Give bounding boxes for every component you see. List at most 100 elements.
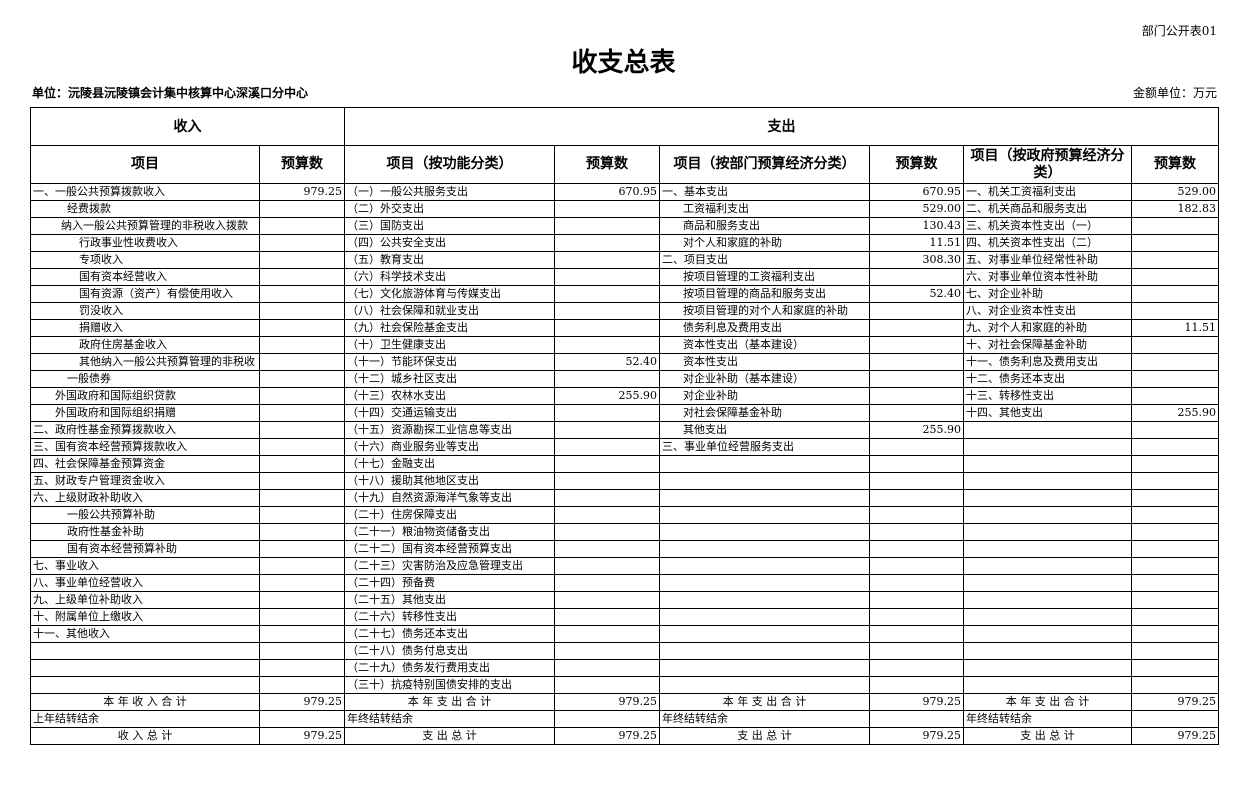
item-cell: （二十）住房保障支出 [344,506,555,524]
item-cell: （二十四）预备费 [344,574,555,592]
item-cell: （十三）农林水支出 [344,387,555,405]
item-cell: （十）卫生健康支出 [344,336,555,354]
item-cell: 三、机关资本性支出（一） [963,217,1132,235]
amount-cell [259,438,345,456]
item-cell: 七、对企业补助 [963,285,1132,303]
item-cell: 九、对个人和家庭的补助 [963,319,1132,337]
amount-cell [554,438,660,456]
amount-cell: 979.25 [1131,693,1219,711]
amount-cell [554,302,660,320]
amount-cell [554,472,660,490]
item-cell: 按项目管理的商品和服务支出 [659,285,870,303]
item-cell: 外国政府和国际组织贷款 [30,387,260,405]
amount-cell [259,370,345,388]
amount-cell [554,591,660,609]
amount-cell: 670.95 [554,183,660,201]
amount-cell [259,353,345,371]
amount-cell [554,557,660,575]
amount-cell [259,472,345,490]
item-cell: 二、项目支出 [659,251,870,269]
item-cell: （二十五）其他支出 [344,591,555,609]
amount-cell [259,659,345,677]
amount-cell [554,336,660,354]
item-cell: 其他纳入一般公共预算管理的非税收 [30,353,260,371]
item-cell: （二十八）债务付息支出 [344,642,555,660]
amount-cell [869,387,964,405]
item-cell [659,506,870,524]
item-cell [659,489,870,507]
item-cell [30,642,260,660]
amount-cell [869,302,964,320]
amount-cell [1131,336,1219,354]
amount-cell [259,710,345,728]
item-cell: 八、事业单位经营收入 [30,574,260,592]
item-cell: 一、基本支出 [659,183,870,201]
item-cell: （二十六）转移性支出 [344,608,555,626]
table-row: 八、事业单位经营收入 （二十四）预备费 [30,574,1219,592]
amount-cell [554,404,660,422]
amount-cell [554,608,660,626]
amount-cell [554,200,660,218]
amount-cell [869,336,964,354]
item-cell: 国有资本经营预算补助 [30,540,260,558]
amount-cell [554,370,660,388]
table-row: 一、一般公共预算拨款收入 979.25 （一）一般公共服务支出 670.95 一、基本支… [30,183,1219,201]
item-cell: （十五）资源勘探工业信息等支出 [344,421,555,439]
table-row: 十、附属单位上缴收入 （二十六）转移性支出 [30,608,1219,626]
amount-cell [554,642,660,660]
column-header: 项目（按部门预算经济分类） [659,145,870,184]
amount-cell [259,387,345,405]
group-row: 收入 支出 [30,107,1219,146]
table-row: （三十）抗疫特别国债安排的支出 [30,676,1219,694]
amount-cell [869,455,964,473]
item-cell [963,421,1132,439]
item-cell: （六）科学技术支出 [344,268,555,286]
amount-cell [1131,506,1219,524]
item-cell: 经费拨款 [30,200,260,218]
table-row: 一般公共预算补助 （二十）住房保障支出 [30,506,1219,524]
amount-cell [259,608,345,626]
item-cell: （二十七）债务还本支出 [344,625,555,643]
table-row: 十一、其他收入 （二十七）债务还本支出 [30,625,1219,643]
item-cell [30,676,260,694]
item-cell [963,540,1132,558]
amount-cell [554,523,660,541]
table-row: 七、事业收入 （二十三）灾害防治及应急管理支出 [30,557,1219,575]
table-row: 其他纳入一般公共预算管理的非税收 （十一）节能环保支出 52.40 资本性支出 十一、债… [30,353,1219,371]
amount-cell [869,608,964,626]
amount-cell [1131,676,1219,694]
item-cell: 年终结转结余 [344,710,555,728]
amount-cell: 529.00 [869,200,964,218]
item-cell: 七、事业收入 [30,557,260,575]
table-row: 一般债券 （十二）城乡社区支出 对企业补助（基本建设） 十二、债务还本支出 [30,370,1219,388]
amount-cell [869,523,964,541]
amount-cell [869,353,964,371]
item-cell: 支 出 总 计 [344,727,555,745]
amount-cell: 255.90 [1131,404,1219,422]
amount-cell [1131,642,1219,660]
table-row: （二十九）债务发行费用支出 [30,659,1219,677]
amount-cell [554,574,660,592]
item-cell: 三、事业单位经营服务支出 [659,438,870,456]
amount-cell [259,574,345,592]
amount-cell [1131,540,1219,558]
amount-cell [554,659,660,677]
item-cell: （十一）节能环保支出 [344,353,555,371]
amount-cell [1131,557,1219,575]
item-cell: （十四）交通运输支出 [344,404,555,422]
item-cell: 十四、其他支出 [963,404,1132,422]
item-cell: （一）一般公共服务支出 [344,183,555,201]
amount-cell [554,625,660,643]
item-cell: （二十三）灾害防治及应急管理支出 [344,557,555,575]
item-cell: （二十二）国有资本经营预算支出 [344,540,555,558]
amount-cell [869,659,964,677]
summary-row: 收 入 总 计 979.25 支 出 总 计 979.25 支 出 总 计 979.25 支… [30,727,1219,745]
item-cell [659,472,870,490]
amount-cell [1131,591,1219,609]
item-cell: 十、附属单位上缴收入 [30,608,260,626]
amount-cell [554,455,660,473]
table-row: 外国政府和国际组织贷款 （十三）农林水支出 255.90 对企业补助 十三、转移性支出 [30,387,1219,405]
amount-cell [1131,472,1219,490]
amount-cell: 979.25 [869,727,964,745]
table-row: 政府性基金补助 （二十一）粮油物资储备支出 [30,523,1219,541]
